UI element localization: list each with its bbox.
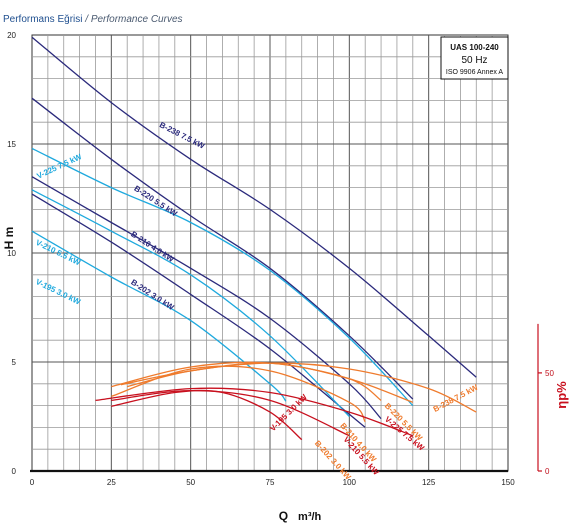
head-curve-b-210-4-0-kw (31, 176, 382, 420)
info-box-standard: ISO 9906 Annex A (446, 69, 504, 76)
efficiency-curve-v-195-3-0-kw (111, 389, 303, 441)
info-box-frequency: 50 Hz (461, 55, 487, 66)
y2-axis-label-text: ηp% (554, 381, 569, 409)
info-box: UAS 100-240 50 Hz ISO 9906 Annex A (440, 36, 509, 80)
x-tick-label: 50 (186, 478, 195, 487)
y-axis-label: H m (2, 227, 16, 250)
y-tick-label: 0 (12, 467, 17, 476)
x-tick-label: 100 (343, 478, 357, 487)
head-curve-b-238-7-5-kw (31, 36, 477, 378)
y-tick-label: 15 (7, 140, 16, 149)
x-tick-label: 125 (422, 478, 436, 487)
y2-tick-label: 50 (545, 369, 554, 378)
y-tick-label: 5 (12, 358, 17, 367)
head-curve-b-202-3-0-kw (31, 193, 366, 428)
chart-title-separator: / (82, 14, 90, 25)
chart-title-en: Performance Curves (91, 14, 183, 25)
head-curve-v-225-7-5-kw (31, 147, 414, 407)
efficiency-curve-v-210-5-5-kw (111, 389, 350, 437)
x-axis-label-q: Q (279, 509, 288, 523)
y2-tick-label: 0 (545, 467, 550, 476)
head-curve-v-195-3-0-kw (31, 230, 287, 402)
y-tick-label: 20 (7, 31, 16, 40)
efficiency-curve-b-210-4-0-kw (111, 361, 382, 401)
info-box-frame (440, 36, 509, 80)
x-tick-label: 150 (501, 478, 515, 487)
x-tick-label: 25 (107, 478, 116, 487)
head-curve-b-220-5-5-kw (31, 97, 414, 400)
x-axis-unit: m³/h (298, 511, 322, 523)
efficiency-curve-v-225-7-5-kw (95, 387, 414, 437)
efficiency-curve-b-202-3-0-kw (111, 365, 366, 423)
axis-ticks: 0 25 50 75 100 125 150 0 5 10 15 20 0 50 (7, 31, 554, 487)
y2-axis-label: ηp% (554, 381, 569, 409)
info-box-model: UAS 100-240 (450, 43, 499, 52)
chart-title-tr: Performans Eğrisi (3, 14, 82, 25)
chart-title: Performans Eğrisi / Performance Curves (3, 14, 183, 25)
chart-curves (31, 36, 477, 441)
x-tick-label: 75 (266, 478, 275, 487)
y-tick-label: 10 (7, 249, 16, 258)
x-tick-label: 0 (30, 478, 35, 487)
y-axis-label-text: H m (2, 227, 16, 250)
